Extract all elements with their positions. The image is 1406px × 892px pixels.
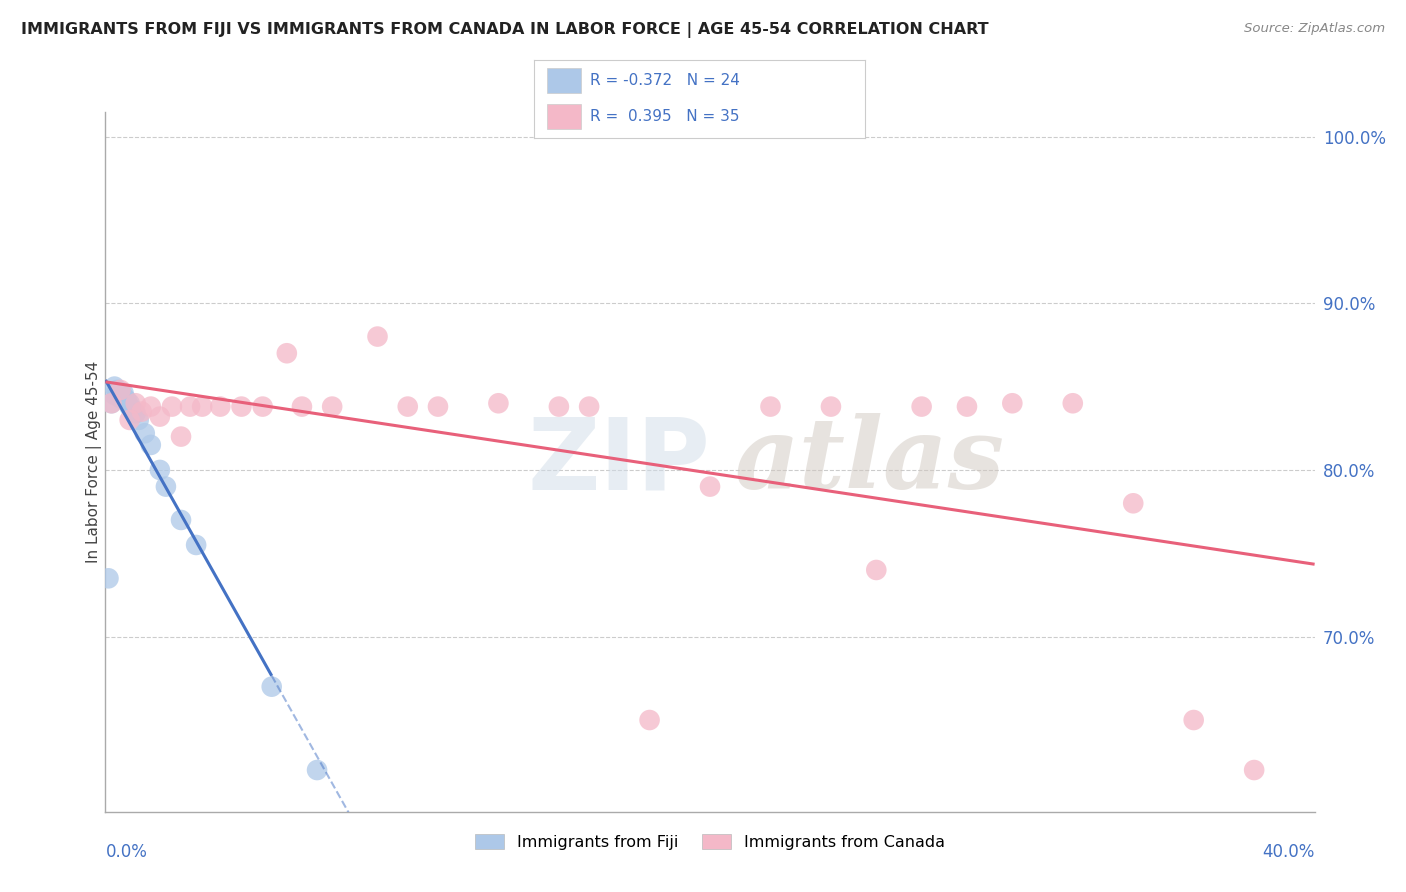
Point: [112, 390, 135, 404]
Point: [149, 409, 172, 424]
Point: [134, 426, 156, 441]
Text: 0.0%: 0.0%: [105, 843, 148, 861]
Text: ZIP: ZIP: [527, 413, 710, 510]
Point: [865, 563, 887, 577]
Point: [820, 400, 842, 414]
Text: atlas: atlas: [734, 413, 1004, 510]
Point: [103, 388, 125, 402]
Point: [124, 406, 148, 420]
Point: [139, 400, 162, 414]
Text: R =  0.395   N = 35: R = 0.395 N = 35: [591, 109, 740, 124]
Point: [321, 400, 343, 414]
Text: 40.0%: 40.0%: [1263, 843, 1315, 861]
Point: [191, 400, 214, 414]
Point: [110, 391, 132, 405]
Point: [110, 384, 132, 399]
Point: [578, 400, 600, 414]
Point: [638, 713, 661, 727]
Y-axis label: In Labor Force | Age 45-54: In Labor Force | Age 45-54: [86, 360, 103, 563]
Point: [1062, 396, 1084, 410]
Point: [110, 383, 132, 397]
Point: [118, 413, 141, 427]
Point: [1243, 763, 1265, 777]
Point: [186, 538, 208, 552]
Point: [107, 383, 129, 397]
Point: [291, 400, 314, 414]
Point: [149, 463, 172, 477]
Point: [170, 429, 193, 443]
Point: [179, 400, 201, 414]
Text: IMMIGRANTS FROM FIJI VS IMMIGRANTS FROM CANADA IN LABOR FORCE | AGE 45-54 CORREL: IMMIGRANTS FROM FIJI VS IMMIGRANTS FROM …: [21, 22, 988, 38]
Point: [128, 413, 150, 427]
Point: [548, 400, 571, 414]
Point: [759, 400, 782, 414]
Point: [1001, 396, 1024, 410]
Bar: [547, 68, 581, 93]
Point: [307, 763, 329, 777]
Text: Source: ZipAtlas.com: Source: ZipAtlas.com: [1244, 22, 1385, 36]
Bar: [547, 103, 581, 128]
Point: [118, 396, 141, 410]
Point: [112, 386, 135, 401]
Point: [366, 329, 388, 343]
Point: [100, 396, 122, 410]
Point: [396, 400, 419, 414]
Point: [699, 480, 721, 494]
Point: [427, 400, 450, 414]
Point: [170, 513, 193, 527]
Point: [488, 396, 510, 410]
Point: [100, 396, 122, 410]
Point: [956, 400, 979, 414]
Point: [124, 396, 148, 410]
Point: [118, 400, 141, 414]
Point: [103, 379, 125, 393]
Point: [911, 400, 934, 414]
Point: [155, 480, 177, 494]
Point: [121, 403, 143, 417]
Text: R = -0.372   N = 24: R = -0.372 N = 24: [591, 72, 741, 87]
Point: [107, 388, 129, 402]
Legend: Immigrants from Fiji, Immigrants from Canada: Immigrants from Fiji, Immigrants from Ca…: [470, 828, 950, 856]
Point: [97, 571, 120, 585]
Point: [252, 400, 274, 414]
Point: [160, 400, 183, 414]
Point: [115, 392, 138, 407]
Point: [276, 346, 298, 360]
Point: [231, 400, 253, 414]
Point: [1182, 713, 1205, 727]
Point: [1122, 496, 1144, 510]
Point: [209, 400, 232, 414]
Point: [139, 438, 162, 452]
Point: [260, 680, 283, 694]
Point: [131, 404, 153, 418]
